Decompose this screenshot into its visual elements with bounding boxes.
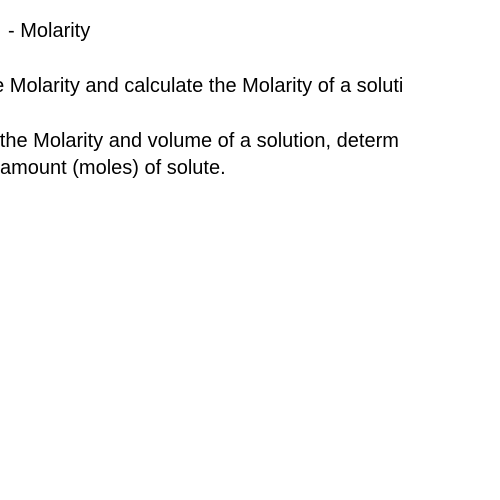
bullet-point-2-line-2: amount (moles) of solute.	[0, 155, 500, 182]
bullet-point-1: fine Molarity and calculate the Molarity…	[0, 75, 500, 98]
bullet-point-2-line-1: en the Molarity and volume of a solution…	[0, 128, 500, 155]
document-slide: - Molarity fine Molarity and calculate t…	[0, 0, 500, 182]
slide-title: - Molarity	[8, 20, 500, 43]
